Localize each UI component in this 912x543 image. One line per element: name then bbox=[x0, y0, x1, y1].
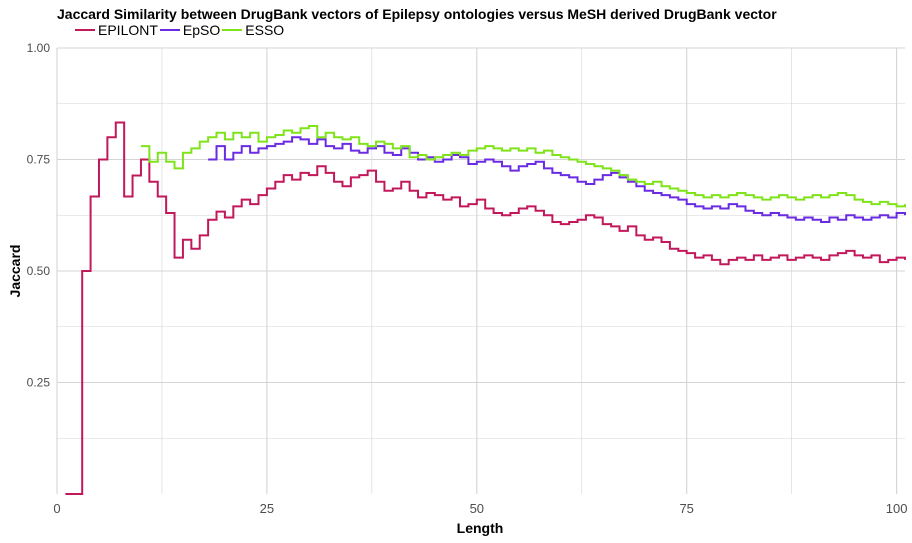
y-tick-label: 1.00 bbox=[27, 41, 51, 55]
legend: EPILONT EpSO ESSO bbox=[75, 22, 286, 38]
chart-title: Jaccard Similarity between DrugBank vect… bbox=[57, 6, 777, 22]
legend-item-esso: ESSO bbox=[222, 22, 284, 38]
legend-swatch-epso bbox=[159, 29, 180, 31]
legend-item-epso: EpSO bbox=[159, 22, 221, 38]
legend-label-epilont: EPILONT bbox=[98, 22, 158, 38]
series-line-epso bbox=[208, 136, 906, 223]
x-axis-title: Length bbox=[457, 520, 504, 536]
y-axis-title: Jaccard bbox=[7, 245, 23, 298]
y-tick-label: 0.25 bbox=[27, 376, 51, 390]
x-tick-label: 50 bbox=[470, 501, 484, 516]
x-tick-label: 0 bbox=[53, 501, 60, 516]
legend-swatch-epilont bbox=[75, 29, 95, 31]
legend-item-epilont: EPILONT bbox=[75, 22, 158, 38]
y-tick-label: 0.50 bbox=[27, 264, 51, 278]
legend-label-esso: ESSO bbox=[245, 22, 285, 38]
grid-major bbox=[56, 47, 905, 494]
series-line-epilont bbox=[65, 121, 906, 495]
series-line-esso bbox=[140, 125, 906, 208]
x-tick-label: 100 bbox=[886, 501, 908, 516]
legend-label-epso: EpSO bbox=[182, 22, 221, 38]
y-axis-ticks: 0.25 0.50 0.75 1.00 bbox=[27, 41, 51, 390]
x-axis-ticks: 0 25 50 75 100 bbox=[53, 501, 907, 516]
series-lines bbox=[65, 121, 906, 495]
legend-swatch-esso bbox=[222, 29, 243, 31]
y-tick-label: 0.75 bbox=[27, 153, 51, 167]
x-tick-label: 75 bbox=[679, 501, 693, 516]
x-tick-label: 25 bbox=[260, 501, 274, 516]
